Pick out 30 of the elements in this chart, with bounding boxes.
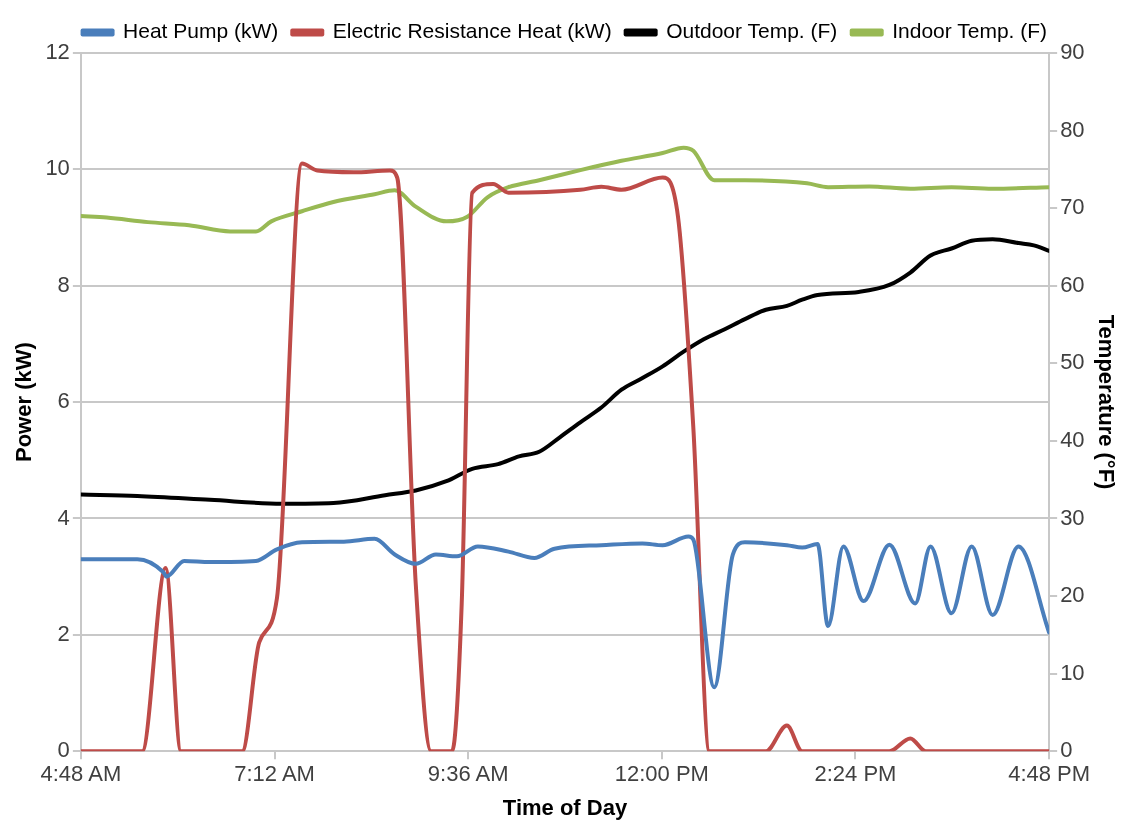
y2-tick-label: 20 [1060, 582, 1085, 608]
y-tick-label: 10 [45, 155, 70, 181]
y2-tick-label: 70 [1060, 194, 1085, 220]
y-tick-label: 6 [57, 388, 70, 414]
y2-tick-label: 90 [1060, 39, 1085, 65]
y2-tick-label: 30 [1060, 504, 1085, 530]
y2-tick-label: 50 [1060, 349, 1085, 375]
legend-label: Heat Pump (kW) [123, 19, 279, 43]
x-tick-label: 7:12 AM [234, 761, 315, 787]
x-tick-label: 9:36 AM [427, 761, 509, 787]
y2-axis-title: Temperature (°F) [1093, 314, 1119, 490]
y2-tick-label: 80 [1060, 116, 1085, 142]
y2-tick-label: 0 [1060, 737, 1073, 763]
legend-label: Electric Resistance Heat (kW) [332, 19, 612, 43]
y2-tick-label: 10 [1060, 659, 1085, 685]
legend-label: Indoor Temp. (F) [892, 19, 1048, 43]
y-tick-label: 0 [57, 737, 70, 763]
x-tick-label: 4:48 AM [40, 761, 122, 787]
y-tick-label: 2 [57, 620, 70, 646]
x-tick-label: 2:24 PM [814, 761, 897, 787]
x-tick-label: 12:00 PM [614, 761, 709, 787]
y2-tick-label: 40 [1060, 426, 1085, 452]
y-tick-label: 12 [45, 39, 70, 65]
y2-tick-label: 60 [1060, 271, 1085, 297]
y-axis-title: Power (kW) [11, 342, 37, 462]
x-tick-label: 4:48 PM [1008, 761, 1091, 787]
legend-label: Outdoor Temp. (F) [666, 19, 838, 43]
y-tick-label: 4 [57, 504, 70, 530]
x-axis-title: Time of Day [502, 794, 628, 820]
y-tick-label: 8 [57, 271, 70, 297]
